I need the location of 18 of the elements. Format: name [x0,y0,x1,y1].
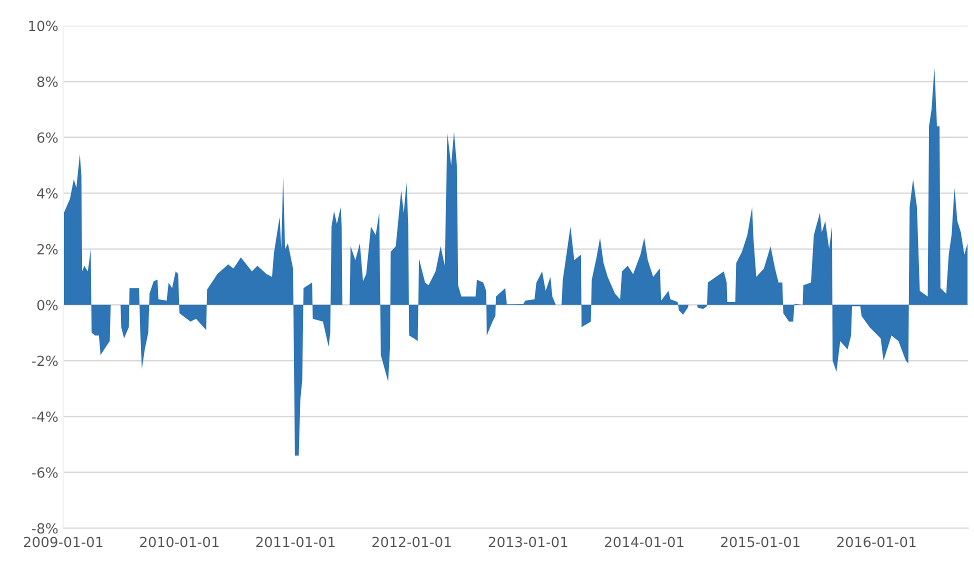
y-tick-label: 2% [37,244,58,254]
x-tick-label: 2011-01-01 [256,536,335,548]
y-tick-label: -4% [32,411,58,422]
y-tick-label: 8% [37,76,58,87]
x-tick-label: 2014-01-01 [604,536,684,548]
y-tick-label: 10% [29,20,58,32]
x-tick-label: 2016-01-01 [837,536,916,548]
x-tick-label: 2009-01-01 [24,536,102,548]
x-tick-label: 2010-01-01 [140,536,219,548]
y-tick-label: 6% [37,132,58,143]
x-tick-label: 2012-01-01 [372,536,451,548]
y-tick-label: 0% [37,300,58,310]
y-tick-label: -2% [32,356,58,366]
x-tick-label: 2013-01-01 [488,536,568,548]
y-tick-label: -6% [32,467,58,478]
y-tick-label: -8% [32,523,58,534]
y-tick-label: 4% [37,188,58,199]
x-tick-label: 2015-01-01 [721,536,800,548]
